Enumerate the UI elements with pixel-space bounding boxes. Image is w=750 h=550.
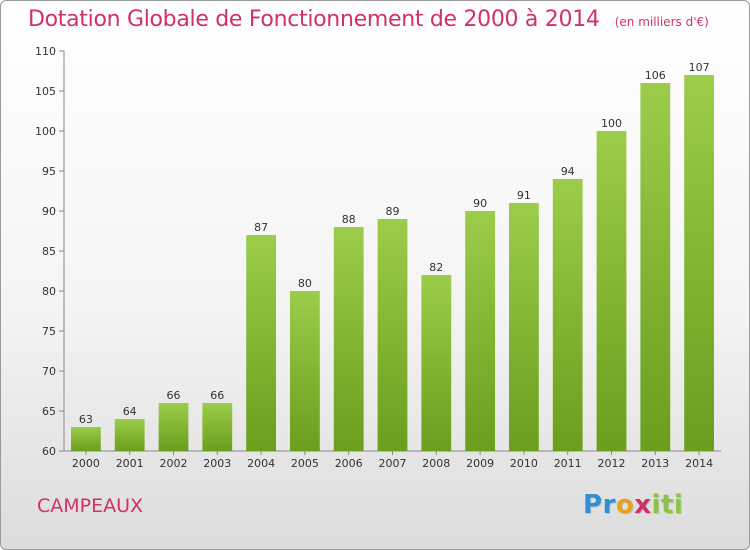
value-label: 82 [429, 261, 443, 274]
y-tick-label: 100 [35, 125, 56, 138]
value-label: 100 [601, 117, 622, 130]
value-label: 94 [561, 165, 575, 178]
bar-2010 [509, 203, 539, 451]
value-label: 64 [123, 405, 137, 418]
value-label: 91 [517, 189, 531, 202]
x-tick-label: 2002 [160, 457, 188, 470]
bar-2004 [246, 235, 276, 451]
x-tick-label: 2009 [466, 457, 494, 470]
value-label: 87 [254, 221, 268, 234]
bar-2000 [71, 427, 101, 451]
value-label: 63 [79, 413, 93, 426]
bar-2003 [202, 403, 233, 451]
bar-2013 [640, 83, 671, 451]
brand-letter: i [673, 490, 684, 520]
bar-2001 [114, 419, 145, 451]
brand-logo: Proxiti [583, 490, 683, 520]
title-row: Dotation Globale de Fonctionnement de 20… [28, 7, 709, 32]
y-tick-label: 70 [42, 365, 56, 378]
brand-letter: P [583, 490, 603, 520]
y-tick-label: 60 [42, 445, 56, 458]
y-tick-label: 65 [42, 405, 56, 418]
brand-letter: r [602, 490, 616, 520]
bar-2008 [421, 275, 452, 451]
y-tick-label: 95 [42, 165, 56, 178]
y-tick-label: 75 [42, 325, 56, 338]
commune-name: CAMPEAUX [37, 495, 144, 517]
x-tick-label: 2006 [335, 457, 363, 470]
y-tick-label: 105 [35, 85, 56, 98]
chart-title: Dotation Globale de Fonctionnement de 20… [28, 7, 600, 32]
bar-2011 [552, 179, 583, 451]
bar-2006 [333, 227, 364, 451]
x-tick-label: 2013 [641, 457, 669, 470]
y-tick-label: 85 [42, 245, 56, 258]
bars: 63 64 66 66 87 80 88 89 82 90 91 94 100 106 107 [71, 61, 714, 451]
x-tick-label: 2004 [247, 457, 275, 470]
axes: 60 65 70 75 80 85 90 95 100 105 110 2000 2001 2002 200… [35, 45, 721, 470]
bar-2014 [684, 75, 714, 451]
x-tick-label: 2005 [291, 457, 319, 470]
value-label: 88 [342, 213, 356, 226]
value-label: 107 [689, 61, 710, 74]
x-tick-label: 2014 [685, 457, 713, 470]
y-tick-label: 80 [42, 285, 56, 298]
bar-2009 [465, 211, 495, 451]
y-tick-label: 110 [35, 45, 56, 58]
value-label: 90 [473, 197, 487, 210]
value-label: 66 [210, 389, 224, 402]
x-tick-label: 2010 [510, 457, 538, 470]
x-tick-label: 2000 [72, 457, 100, 470]
value-label: 106 [645, 69, 666, 82]
bar-2002 [158, 403, 189, 451]
x-tick-label: 2001 [116, 457, 144, 470]
value-label: 80 [298, 277, 312, 290]
bar-2005 [290, 291, 320, 451]
bar-2007 [377, 219, 408, 451]
brand-letter: x [634, 490, 652, 520]
x-tick-label: 2008 [422, 457, 450, 470]
x-tick-label: 2011 [554, 457, 582, 470]
x-tick-label: 2012 [598, 457, 626, 470]
value-label: 66 [167, 389, 181, 402]
value-label: 89 [386, 205, 400, 218]
x-tick-label: 2007 [379, 457, 407, 470]
brand-letter: o [615, 490, 635, 520]
bar-2012 [596, 131, 627, 451]
x-tick-label: 2003 [203, 457, 231, 470]
chart-subtitle: (en milliers d'€) [614, 15, 709, 29]
brand-letter: t [660, 490, 674, 520]
y-tick-label: 90 [42, 205, 56, 218]
brand-letter: i [651, 490, 661, 520]
